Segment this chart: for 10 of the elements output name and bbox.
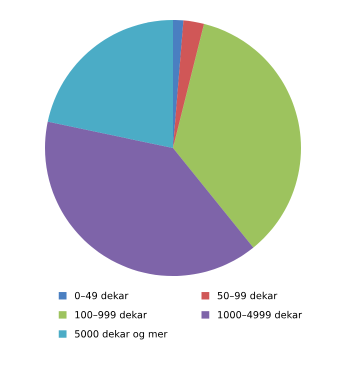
legend-label: 5000 dekar og mer <box>75 330 168 340</box>
legend-label: 50–99 dekar <box>218 292 278 300</box>
pie-slice <box>173 20 204 148</box>
legend-label: 1000–4999 dekar <box>218 310 302 318</box>
pie-slice <box>45 122 254 276</box>
pie-slice <box>48 20 173 148</box>
pie-slice <box>173 20 184 148</box>
legend-label: 0–49 dekar <box>74 292 128 300</box>
legend-label: 100–999 dekar <box>75 310 147 318</box>
pie-slice <box>173 24 301 248</box>
